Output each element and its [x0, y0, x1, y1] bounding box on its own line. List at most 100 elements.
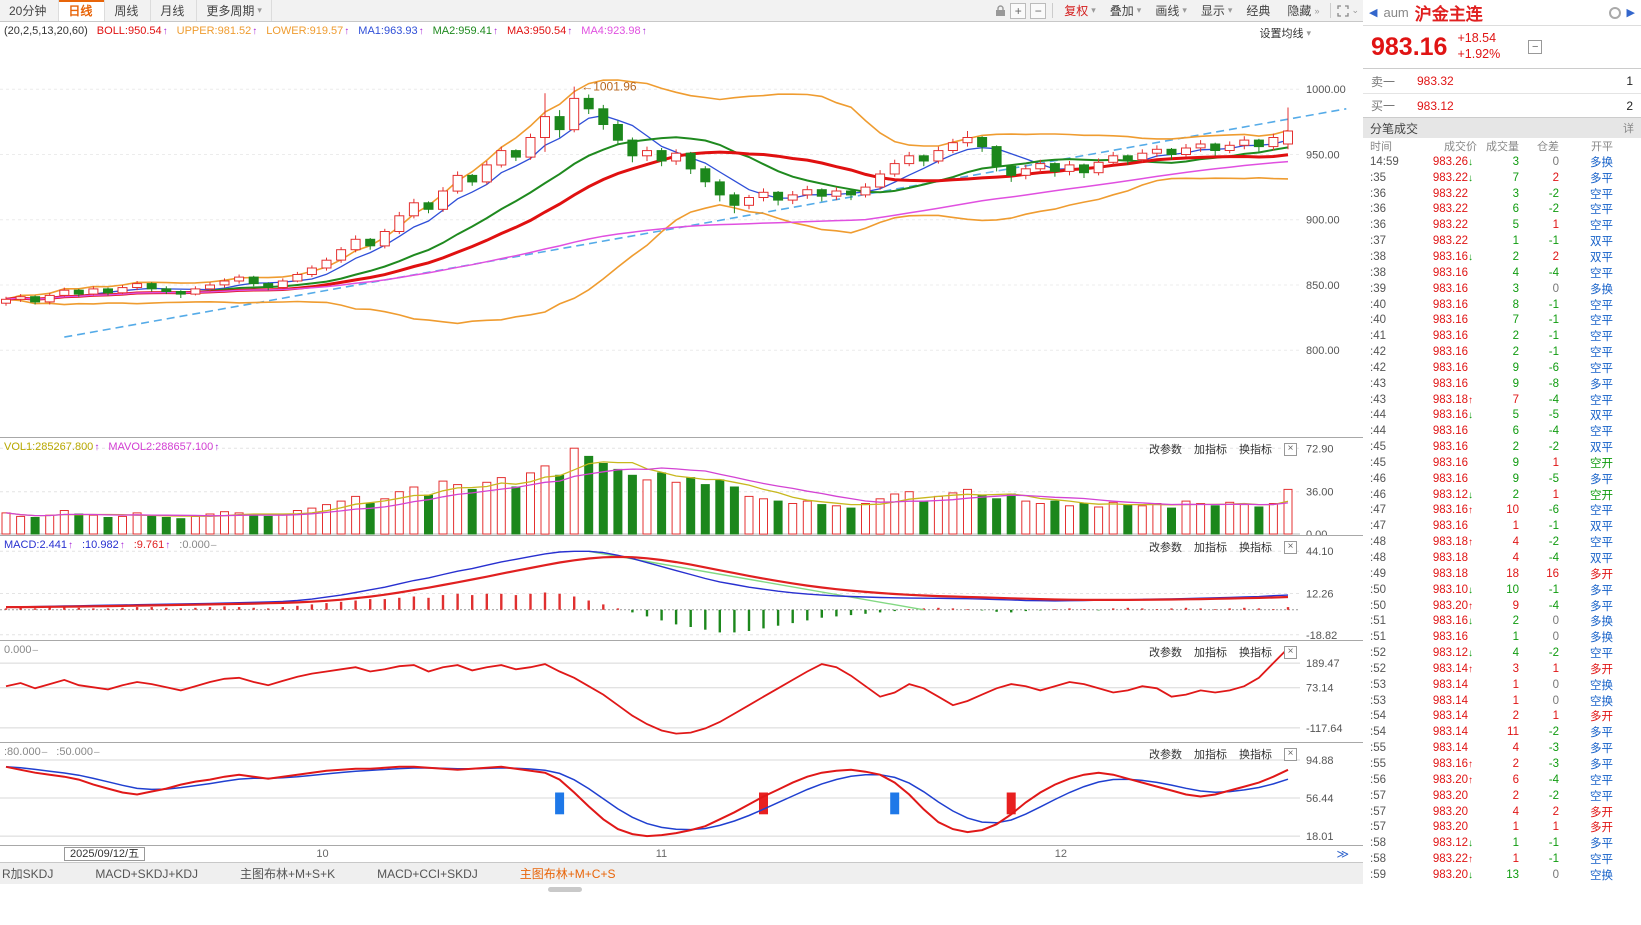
tick-time: :43	[1370, 393, 1386, 406]
tick-price: 983.16	[1432, 346, 1468, 359]
tick-price: 983.16	[1432, 472, 1468, 485]
tick-volume: 7	[1512, 393, 1519, 406]
macd-chart[interactable]: 44.10 12.26 -18.82	[0, 536, 1363, 641]
tick-volume: 3	[1512, 662, 1519, 675]
add-indicator-link[interactable]: 加指标	[1194, 444, 1227, 456]
trend-arrow-icon: ↑	[567, 26, 573, 37]
tick-row: :50 983.10↓ 10 -1 多平	[1363, 582, 1641, 598]
next-contract-icon[interactable]: ▶	[1626, 7, 1635, 19]
close-icon[interactable]: ×	[1284, 645, 1297, 659]
switch-indicator-link[interactable]: 换指标	[1239, 444, 1272, 456]
tick-detail-link[interactable]: 详	[1623, 123, 1634, 135]
zoom-out-button[interactable]: −	[1030, 2, 1047, 19]
tick-row: :49 983.18 18 16 多开	[1363, 566, 1641, 582]
tool-button[interactable]: 经典	[1239, 2, 1280, 19]
change-params-link[interactable]: 改参数	[1149, 749, 1182, 761]
indicator-value: MA1:963.93↑	[358, 25, 424, 37]
svg-text:-18.82: -18.82	[1306, 630, 1337, 641]
tick-time: :41	[1370, 330, 1386, 343]
tick-row: :57 983.20 4 2 多开	[1363, 804, 1641, 820]
tick-arrow-icon: ↓	[1468, 410, 1473, 422]
bid-row[interactable]: 买一 983.12 2	[1363, 93, 1641, 117]
scroll-right-icon[interactable]: ≫	[1336, 847, 1349, 861]
lock-icon[interactable]	[992, 3, 1008, 19]
tick-arrow-icon: ↑	[1468, 774, 1473, 786]
skdj-chart[interactable]: 94.88 56.44 18.01	[0, 743, 1363, 846]
minimize-button[interactable]: −	[1528, 40, 1543, 54]
period-tab[interactable]: 更多周期 ▾	[197, 0, 272, 21]
chevron-down-icon[interactable]: ⌄	[1351, 5, 1359, 15]
tick-oi-change: -3	[1548, 742, 1559, 755]
svg-text:850.00: 850.00	[1306, 280, 1340, 292]
period-tab[interactable]: 月线	[151, 0, 198, 21]
tick-price: 983.16	[1432, 520, 1468, 533]
close-icon[interactable]: ×	[1284, 442, 1297, 456]
change-params-link[interactable]: 改参数	[1149, 647, 1182, 659]
expand-icon[interactable]	[1335, 3, 1351, 19]
zoom-in-button[interactable]: +	[1010, 2, 1027, 19]
period-tab[interactable]: 日线	[59, 0, 106, 21]
tick-price: 983.18	[1432, 567, 1468, 580]
svg-text:189.47: 189.47	[1306, 658, 1340, 670]
prev-contract-icon[interactable]: ◀	[1369, 7, 1378, 19]
horizontal-scrollbar-thumb[interactable]	[548, 887, 582, 892]
tool-button[interactable]: 复权 ▾	[1057, 2, 1103, 19]
period-tab-label: 周线	[114, 4, 139, 18]
ma-settings-link[interactable]: 设置均线 ▾	[1259, 25, 1311, 41]
add-indicator-link[interactable]: 加指标	[1194, 749, 1227, 761]
settings-icon[interactable]	[1608, 6, 1621, 19]
tick-time: :48	[1370, 536, 1386, 549]
switch-indicator-link[interactable]: 换指标	[1239, 542, 1272, 554]
tick-price: 983.20↓	[1403, 869, 1477, 881]
tick-time: :52	[1370, 647, 1386, 660]
tool-button-label: 隐藏	[1287, 4, 1312, 18]
col-oi-change: 仓差	[1537, 141, 1559, 153]
template-tab[interactable]: MACD+CCI+SKDJ	[377, 866, 478, 881]
switch-indicator-link[interactable]: 换指标	[1239, 749, 1272, 761]
tick-row: :41 983.16 2 -1 空平	[1363, 328, 1641, 344]
period-tab[interactable]: 周线	[105, 0, 152, 21]
tick-column-headers: 时间 成交价 成交量 仓差 开平	[1363, 138, 1641, 154]
tick-row: :48 983.18↑ 4 -2 空平	[1363, 534, 1641, 550]
tick-oi-change: 2	[1552, 250, 1559, 263]
tick-volume: 4	[1512, 647, 1519, 660]
candlestick-chart[interactable]: 1000.00 950.00 900.00 850.00 800.00 ←1001.96	[0, 22, 1363, 437]
tick-oi-change: -2	[1548, 203, 1559, 216]
ask-row[interactable]: 卖一 983.32 1	[1363, 69, 1641, 93]
tick-oi-change: 1	[1552, 219, 1559, 232]
tick-time: :40	[1370, 314, 1386, 327]
tick-row: :35 983.22↓ 7 2 多平	[1363, 170, 1641, 186]
cci-chart[interactable]: 189.47 73.14 -117.64	[0, 641, 1363, 743]
period-tab[interactable]: 20分钟	[0, 0, 60, 21]
template-tab[interactable]: 主图布林+M+S+K	[240, 867, 336, 881]
macd-panel: 44.10 12.26 -18.82 MACD:2.441↑ :10.982↑ :9…	[0, 535, 1363, 641]
template-tab[interactable]: R加SKDJ	[2, 867, 54, 881]
template-tab[interactable]: 主图布林+M+C+S	[519, 867, 616, 881]
close-icon[interactable]: ×	[1284, 747, 1297, 761]
svg-text:800.00: 800.00	[1306, 345, 1340, 357]
tick-volume: 7	[1512, 171, 1519, 184]
tick-volume: 2	[1512, 789, 1519, 802]
tick-time: :51	[1370, 631, 1386, 644]
add-indicator-link[interactable]: 加指标	[1194, 647, 1227, 659]
add-indicator-link[interactable]: 加指标	[1194, 542, 1227, 554]
tool-button[interactable]: 叠加 ▾	[1103, 2, 1149, 19]
tick-price: 983.22	[1432, 203, 1468, 216]
close-icon[interactable]: ×	[1284, 540, 1297, 554]
volume-chart[interactable]: 72.90 36.00 0.00	[0, 438, 1363, 536]
tool-button[interactable]: 画线 ▾	[1148, 2, 1194, 19]
change-params-link[interactable]: 改参数	[1149, 444, 1182, 456]
panel-links: 改参数 加指标 换指标 ×	[1149, 441, 1297, 457]
tick-time: :50	[1370, 599, 1386, 612]
switch-indicator-link[interactable]: 换指标	[1239, 647, 1272, 659]
tick-oi-change: -6	[1548, 504, 1559, 517]
change-params-link[interactable]: 改参数	[1149, 542, 1182, 554]
tick-price: 983.16	[1432, 330, 1468, 343]
template-tab[interactable]: MACD+SKDJ+KDJ	[95, 866, 199, 881]
tick-arrow-icon: ↑	[1468, 758, 1473, 770]
tick-row: :38 983.16↓ 2 2 双平	[1363, 249, 1641, 265]
tool-button[interactable]: 隐藏 »	[1280, 2, 1326, 19]
tool-button[interactable]: 显示 ▾	[1194, 2, 1240, 19]
chart-toolbar: 20分钟 日线 周线 月线	[0, 0, 1363, 22]
tick-oi-change: -1	[1548, 235, 1559, 248]
